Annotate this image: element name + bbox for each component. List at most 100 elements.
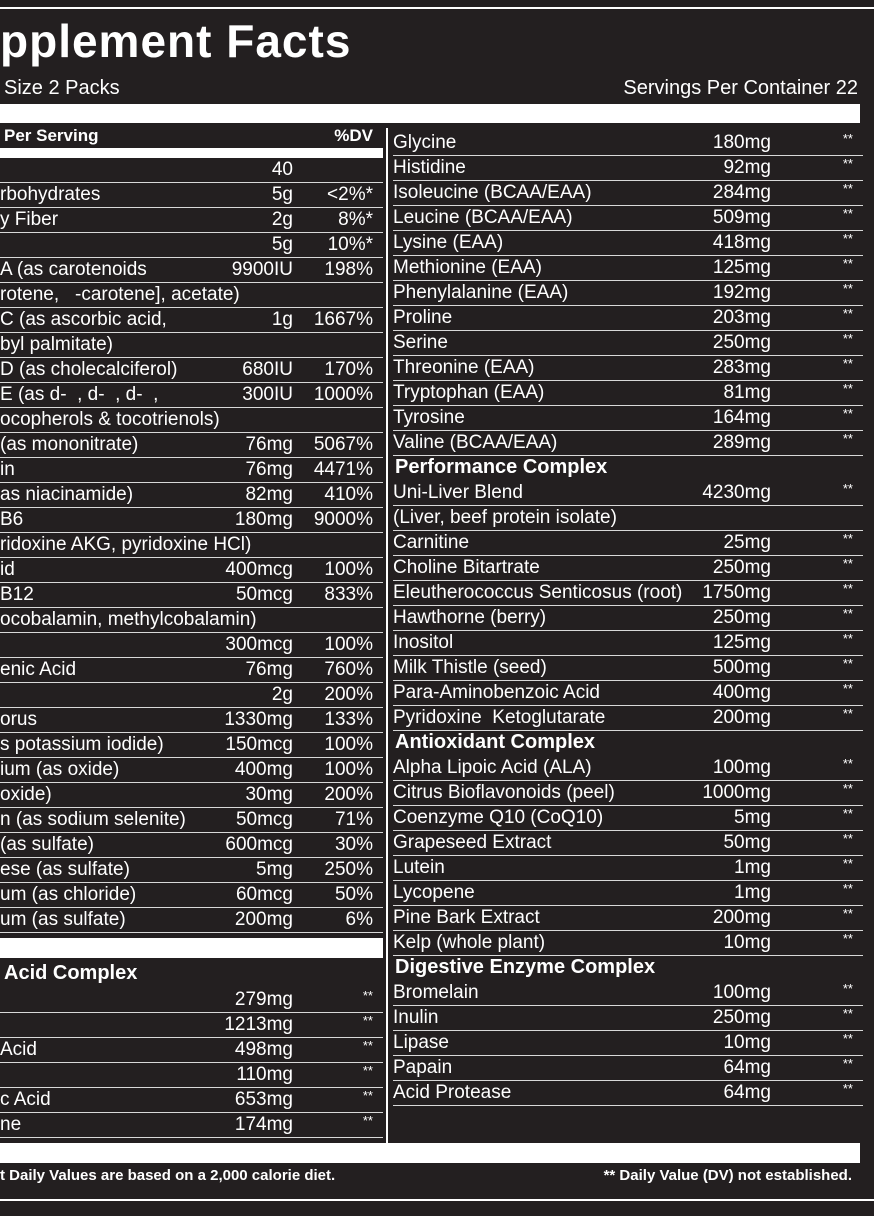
nutrient-dv: 5067% (313, 434, 373, 455)
nutrient-dv: ** (842, 981, 853, 996)
nutrient-row: Leucine (BCAA/EAA) 509mg ** (393, 206, 863, 231)
nutrient-name: B12 (0, 584, 34, 605)
nutrient-dv: ** (842, 581, 853, 596)
nutrient-name: Citrus Bioflavonoids (peel) (393, 782, 615, 803)
nutrient-dv: ** (842, 806, 853, 821)
nutrient-name: E (as d- , d- , d- , (0, 384, 159, 405)
nutrient-row: Inositol 125mg ** (393, 631, 863, 656)
nutrient-amount: 200mg (712, 907, 771, 928)
nutrient-name: A (as carotenoids (0, 259, 147, 280)
header-dv: %DV (334, 126, 373, 145)
nutrient-row: Para-Aminobenzoic Acid 400mg ** (393, 681, 863, 706)
nutrient-row: n (as sodium selenite) 50mcg 71% (0, 808, 383, 833)
nutrient-row: enic Acid 76mg 760% (0, 658, 383, 683)
nutrient-row: Acid Protease 64mg ** (393, 1081, 863, 1106)
nutrient-row: Grapeseed Extract 50mg ** (393, 831, 863, 856)
nutrient-row: D (as cholecalciferol) 680IU 170% (0, 358, 383, 383)
nutrient-amount: 1mg (734, 857, 771, 878)
nutrient-name: Threonine (EAA) (393, 357, 535, 378)
nutrient-amount: 283mg (712, 357, 771, 378)
nutrient-dv: ** (842, 406, 853, 421)
nutrient-name: Serine (393, 332, 448, 353)
nutrient-name: Coenzyme Q10 (CoQ10) (393, 807, 604, 828)
nutrient-dv: 10%* (327, 234, 373, 255)
nutrient-row: Proline 203mg ** (393, 306, 863, 331)
nutrient-dv: ** (842, 631, 853, 646)
nutrient-row: Lysine (EAA) 418mg ** (393, 231, 863, 256)
nutrient-amount: 10mg (723, 932, 771, 953)
nutrient-amount: 192mg (712, 282, 771, 303)
nutrient-name: Isoleucine (BCAA/EAA) (393, 182, 592, 203)
nutrient-name: B6 (0, 509, 24, 530)
nutrient-row: 5g 10%* (0, 233, 383, 258)
nutrient-row: Papain 64mg ** (393, 1056, 863, 1081)
nutrient-dv: ** (842, 231, 853, 246)
nutrient-name: Choline Bitartrate (393, 557, 540, 578)
nutrient-amount: 100mg (712, 757, 771, 778)
footnote: t Daily Values are based on a 2,000 calo… (0, 1167, 336, 1184)
nutrient-row: E (as d- , d- , d- , 300IU 1000% (0, 383, 383, 408)
nutrient-row: (Liver, beef protein isolate) (393, 506, 863, 531)
nutrient-dv: 200% (324, 684, 373, 705)
nutrient-amount: 400mg (234, 759, 293, 780)
nutrient-dv: ** (842, 156, 853, 171)
nutrient-row: Hawthorne (berry) 250mg ** (393, 606, 863, 631)
nutrient-row: ese (as sulfate) 5mg 250% (0, 858, 383, 883)
nutrient-row: Glycine 180mg ** (393, 131, 863, 156)
nutrient-row: um (as sulfate) 200mg 6% (0, 908, 383, 933)
nutrient-amount: 125mg (712, 257, 771, 278)
nutrient-row: B6 180mg 9000% (0, 508, 383, 533)
nutrient-dv: 133% (324, 709, 373, 730)
nutrient-name: Eleutherococcus Senticosus (root) (393, 582, 683, 603)
nutrient-amount: 4230mg (702, 482, 771, 503)
nutrient-amount: 250mg (712, 1007, 771, 1028)
nutrient-row: B12 50mcg 833% (0, 583, 383, 608)
nutrient-name: (as mononitrate) (0, 434, 139, 455)
nutrient-amount: 1330mg (224, 709, 293, 730)
nutrient-amount: 1mg (734, 882, 771, 903)
nutrient-row: A (as carotenoids 9900IU 198% (0, 258, 383, 283)
nutrient-dv: 71% (334, 809, 373, 830)
nutrient-name: Phenylalanine (EAA) (393, 282, 569, 303)
section-heading: Acid Complex (4, 962, 138, 984)
nutrient-dv: ** (842, 281, 853, 296)
nutrient-name: Acid (0, 1039, 37, 1060)
nutrient-dv: ** (842, 1056, 853, 1071)
nutrient-dv: ** (842, 881, 853, 896)
nutrient-dv: 198% (324, 259, 373, 280)
nutrient-row: Threonine (EAA) 283mg ** (393, 356, 863, 381)
nutrient-row: C (as ascorbic acid, 1g 1667% (0, 308, 383, 333)
nutrient-name: Papain (393, 1057, 453, 1078)
nutrient-dv: ** (842, 656, 853, 671)
nutrient-row: Milk Thistle (seed) 500mg ** (393, 656, 863, 681)
nutrient-dv: ** (842, 206, 853, 221)
nutrient-name: ese (as sulfate) (0, 859, 130, 880)
bar (0, 938, 383, 958)
nutrient-dv: ** (842, 681, 853, 696)
nutrient-row: Methionine (EAA) 125mg ** (393, 256, 863, 281)
nutrient-name: Leucine (BCAA/EAA) (393, 207, 573, 228)
nutrient-dv: 833% (324, 584, 373, 605)
bar (0, 1143, 860, 1163)
nutrient-amount: 418mg (712, 232, 771, 253)
nutrient-dv: ** (842, 331, 853, 346)
nutrient-dv: 9000% (313, 509, 373, 530)
nutrient-dv: 200% (324, 784, 373, 805)
nutrient-amount: 110mg (236, 1064, 293, 1085)
nutrient-name: Tryptophan (EAA) (393, 382, 545, 403)
nutrient-row: ium (as oxide) 400mg 100% (0, 758, 383, 783)
nutrient-name: s potassium iodide) (0, 734, 164, 755)
nutrient-name: ridoxine AKG, pyridoxine HCl) (0, 534, 252, 555)
nutrient-dv: 100% (324, 759, 373, 780)
nutrient-name: Pine Bark Extract (393, 907, 540, 928)
nutrient-row: 40 (0, 158, 383, 183)
nutrient-name: Bromelain (393, 982, 479, 1003)
nutrient-amount: 180mg (234, 509, 293, 530)
nutrient-name: Glycine (393, 132, 457, 153)
nutrient-name: (Liver, beef protein isolate) (393, 507, 617, 528)
nutrient-row: Pyridoxine Ketoglutarate 200mg ** (393, 706, 863, 731)
nutrient-amount: 10mg (723, 1032, 771, 1053)
nutrient-dv: ** (842, 381, 853, 396)
nutrient-row: rbohydrates 5g <2%* (0, 183, 383, 208)
